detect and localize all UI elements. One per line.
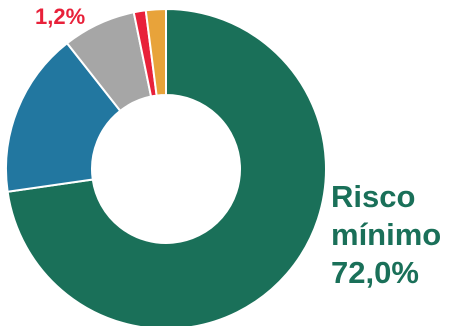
main-slice-label-value: 72,0% xyxy=(331,255,419,290)
red-slice-label: 1,2% xyxy=(35,4,86,29)
main-slice-label: Risco mínimo 72,0% xyxy=(331,178,441,292)
donut-slice-2 xyxy=(5,41,122,193)
donut-slice-1 xyxy=(6,7,327,326)
donut-slice-5 xyxy=(144,7,167,97)
main-slice-label-line2: mínimo xyxy=(331,217,442,252)
main-slice-label-line1: Risco xyxy=(331,179,416,214)
